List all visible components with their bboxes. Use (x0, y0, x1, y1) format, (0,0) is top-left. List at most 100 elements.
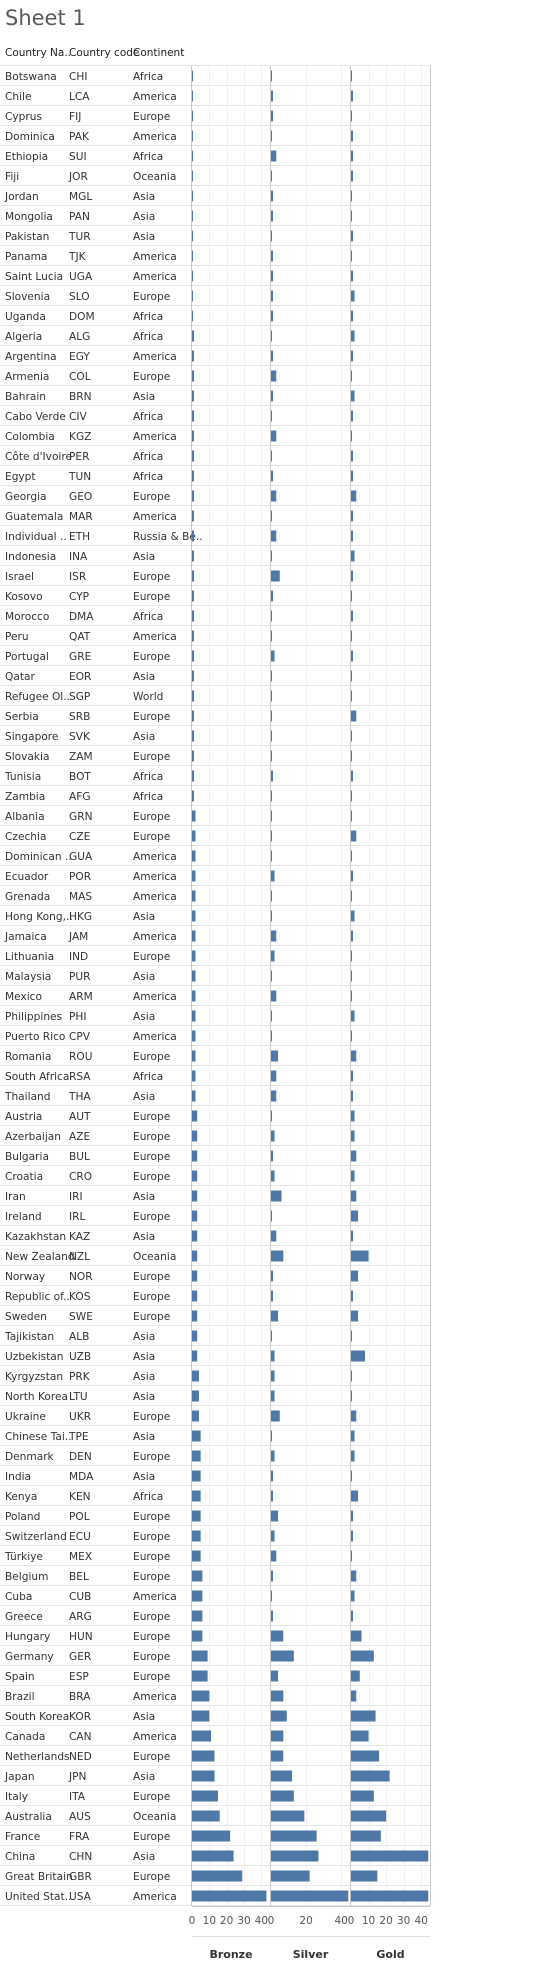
bronze-bar[interactable] (192, 1730, 212, 1742)
bronze-bar[interactable] (192, 1210, 198, 1222)
bronze-bar[interactable] (192, 1810, 220, 1822)
silver-bar[interactable] (271, 1610, 273, 1622)
silver-bar[interactable] (271, 850, 272, 862)
gold-bar[interactable] (351, 1790, 374, 1802)
silver-bar[interactable] (271, 1870, 310, 1882)
silver-bar[interactable] (271, 1250, 284, 1262)
silver-bar[interactable] (271, 170, 272, 182)
silver-bar[interactable] (271, 690, 272, 702)
silver-bar[interactable] (271, 1370, 275, 1382)
gold-bar[interactable] (351, 290, 355, 302)
bronze-bar[interactable] (192, 1510, 201, 1522)
gold-bar[interactable] (351, 770, 353, 782)
silver-bar[interactable] (271, 750, 272, 762)
silver-bar[interactable] (271, 570, 280, 582)
silver-bar[interactable] (271, 650, 275, 662)
gold-bar[interactable] (351, 470, 353, 482)
gold-bar[interactable] (351, 1630, 362, 1642)
bronze-bar[interactable] (192, 690, 194, 702)
gold-bar[interactable] (351, 730, 352, 742)
bronze-bar[interactable] (192, 870, 196, 882)
gold-bar[interactable] (351, 690, 352, 702)
silver-bar[interactable] (271, 230, 272, 242)
gold-bar[interactable] (351, 1450, 355, 1462)
silver-bar[interactable] (271, 1010, 272, 1022)
silver-bar[interactable] (271, 290, 273, 302)
silver-bar[interactable] (271, 1850, 319, 1862)
bronze-bar[interactable] (192, 1450, 201, 1462)
silver-bar[interactable] (271, 810, 272, 822)
gold-bar[interactable] (351, 1250, 369, 1262)
silver-bar[interactable] (271, 1670, 279, 1682)
silver-bar[interactable] (271, 870, 275, 882)
silver-bar[interactable] (271, 1390, 275, 1402)
gold-bar[interactable] (351, 610, 353, 622)
bronze-bar[interactable] (192, 350, 194, 362)
silver-bar[interactable] (271, 730, 272, 742)
bronze-bar[interactable] (192, 1530, 201, 1542)
silver-bar[interactable] (271, 130, 272, 142)
gold-bar[interactable] (351, 1490, 359, 1502)
silver-bar[interactable] (271, 370, 277, 382)
silver-bar[interactable] (271, 1210, 272, 1222)
bronze-bar[interactable] (192, 1050, 196, 1062)
bronze-bar[interactable] (192, 370, 194, 382)
silver-bar[interactable] (271, 550, 272, 562)
silver-bar[interactable] (271, 1730, 284, 1742)
gold-bar[interactable] (351, 510, 353, 522)
gold-bar[interactable] (351, 790, 352, 802)
silver-bar[interactable] (271, 110, 273, 122)
gold-bar[interactable] (351, 1810, 387, 1822)
silver-bar[interactable] (271, 710, 272, 722)
silver-bar[interactable] (271, 1830, 317, 1842)
header-continent[interactable]: Continent (133, 47, 185, 59)
bronze-bar[interactable] (192, 1650, 208, 1662)
bronze-bar[interactable] (192, 90, 193, 102)
silver-bar[interactable] (271, 1090, 277, 1102)
silver-bar[interactable] (271, 1190, 282, 1202)
gold-bar[interactable] (351, 870, 353, 882)
gold-bar[interactable] (351, 1010, 355, 1022)
bronze-bar[interactable] (192, 1790, 218, 1802)
gold-bar[interactable] (351, 930, 353, 942)
bronze-bar[interactable] (192, 670, 194, 682)
gold-bar[interactable] (351, 1830, 381, 1842)
bronze-bar[interactable] (192, 510, 194, 522)
gold-bar[interactable] (351, 1430, 355, 1442)
gold-bar[interactable] (351, 970, 352, 982)
silver-bar[interactable] (271, 450, 272, 462)
gold-bar[interactable] (351, 1550, 352, 1562)
bronze-bar[interactable] (192, 1110, 198, 1122)
silver-bar[interactable] (271, 1170, 275, 1182)
bronze-bar[interactable] (192, 1690, 210, 1702)
gold-bar[interactable] (351, 370, 352, 382)
silver-bar[interactable] (271, 1230, 277, 1242)
silver-bar[interactable] (271, 1810, 305, 1822)
gold-bar[interactable] (351, 390, 355, 402)
header-country-name[interactable]: Country Na.. (5, 47, 72, 59)
gold-bar[interactable] (351, 1670, 360, 1682)
gold-bar[interactable] (351, 990, 352, 1002)
silver-bar[interactable] (271, 350, 273, 362)
gold-bar[interactable] (351, 1190, 357, 1202)
bronze-bar[interactable] (192, 1310, 198, 1322)
silver-bar[interactable] (271, 610, 272, 622)
bronze-bar[interactable] (192, 830, 196, 842)
silver-bar[interactable] (271, 990, 277, 1002)
silver-bar[interactable] (271, 210, 273, 222)
silver-bar[interactable] (271, 410, 272, 422)
bronze-bar[interactable] (192, 1710, 210, 1722)
bronze-bar[interactable] (192, 1590, 203, 1602)
silver-bar[interactable] (271, 250, 273, 262)
bronze-bar[interactable] (192, 1090, 196, 1102)
silver-bar[interactable] (271, 1650, 294, 1662)
silver-bar[interactable] (271, 1070, 277, 1082)
gold-bar[interactable] (351, 650, 353, 662)
gold-bar[interactable] (351, 1290, 353, 1302)
bronze-bar[interactable] (192, 1270, 198, 1282)
gold-bar[interactable] (351, 1610, 353, 1622)
bronze-bar[interactable] (192, 1670, 208, 1682)
bronze-bar[interactable] (192, 450, 194, 462)
bronze-bar[interactable] (192, 130, 193, 142)
bronze-bar[interactable] (192, 750, 194, 762)
